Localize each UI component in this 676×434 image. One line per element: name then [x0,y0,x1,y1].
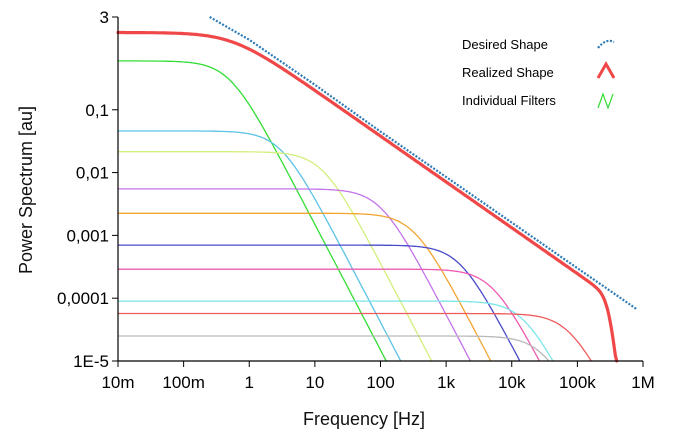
legend-swatch [597,92,614,110]
plot-lines [116,16,638,363]
filter-curve-1 [118,60,387,362]
y-tick-label: 0,001 [66,226,109,245]
y-tick-label: 3 [100,8,109,27]
legend-label: Desired Shape [462,37,548,52]
desired-shape-line [209,16,638,311]
filter-curve-5 [118,212,492,362]
filter-curve-7 [118,268,541,362]
y-tick-label: 1E-5 [73,352,109,371]
legend-label: Realized Shape [462,65,554,80]
axes [112,16,644,367]
x-tick-label: 1M [631,373,655,392]
realized-shape-line [116,30,619,363]
x-tick-label: 10m [101,373,134,392]
legend-label: Individual Filters [462,93,556,108]
y-tick-label: 0,01 [76,164,109,183]
tick-labels: 10m 100m 1 10 100 1k 10k 100k 1M 3 0,1 0,01 0,001 0,0… [57,8,655,392]
y-axis-title: Power Spectrum [au] [16,106,36,274]
x-tick-label: 1k [437,373,455,392]
legend-swatch [596,60,616,79]
legend: Desired Shape Realized Shape Individual Fi… [462,37,616,110]
x-tick-label: 10 [305,373,324,392]
x-tick-label: 1 [245,373,254,392]
filter-curve-10 [118,335,550,362]
y-tick-label: 0,1 [85,101,109,120]
y-tick-label: 0,0001 [57,289,109,308]
filter-curve-9 [118,312,592,362]
filter-curve-6 [118,244,521,362]
x-tick-label: 10k [498,373,526,392]
x-tick-label: 100 [366,373,394,392]
filter-curve-8 [118,300,554,362]
x-axis-title: Frequency [Hz] [303,409,425,429]
legend-swatch [597,39,615,49]
x-tick-label: 100m [162,373,205,392]
filter-curve-3 [118,151,433,362]
filter-curve-2 [118,130,402,362]
filter-curve-4 [118,188,471,362]
x-tick-label: 100k [559,373,596,392]
